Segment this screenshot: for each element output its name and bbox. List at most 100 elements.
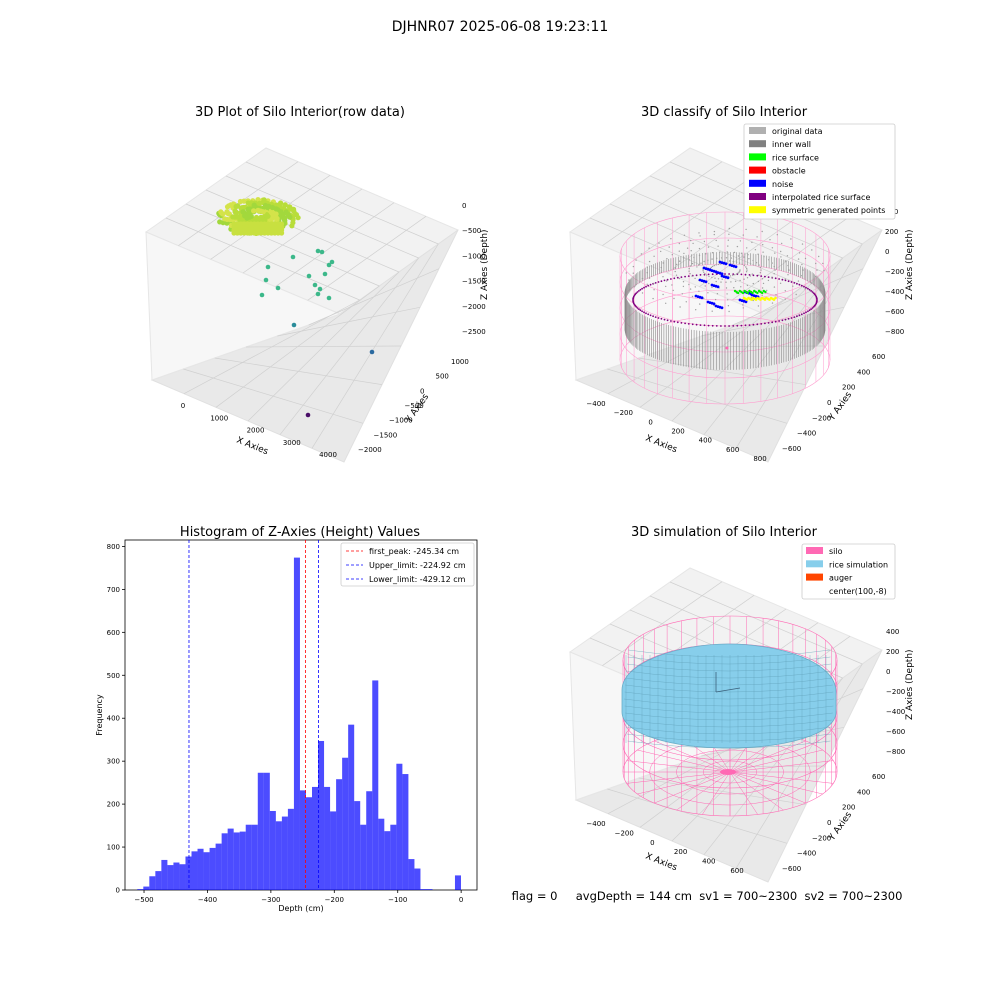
original-point bbox=[743, 264, 745, 267]
raw-point bbox=[265, 213, 271, 219]
original-point bbox=[784, 260, 787, 262]
raw-point bbox=[326, 262, 332, 268]
interpolated-point bbox=[803, 285, 805, 288]
interpolated-point bbox=[760, 323, 763, 325]
legend-swatch bbox=[806, 560, 823, 568]
interpolated-point bbox=[771, 321, 774, 324]
original-point bbox=[646, 283, 648, 285]
original-point bbox=[749, 275, 751, 277]
rice-surface-point bbox=[756, 291, 759, 295]
noise-point bbox=[724, 262, 728, 266]
rice-mesh-line bbox=[625, 719, 833, 728]
interpolated-point bbox=[660, 280, 663, 283]
interpolated-point bbox=[744, 273, 747, 276]
sim-x-tick-label: 0 bbox=[650, 839, 654, 847]
original-point bbox=[760, 269, 762, 271]
raw-point bbox=[251, 208, 257, 214]
original-point bbox=[730, 281, 732, 283]
interpolated-point bbox=[663, 318, 666, 321]
hist-bar bbox=[161, 859, 168, 890]
original-point bbox=[703, 240, 706, 243]
hist-bar bbox=[293, 557, 300, 890]
raw-point bbox=[279, 230, 285, 236]
raw-point bbox=[251, 202, 257, 208]
original-point bbox=[774, 252, 776, 254]
original-point bbox=[771, 247, 774, 249]
classify-y-tick-label: −600 bbox=[782, 445, 801, 453]
classify-x-tick-label: 400 bbox=[699, 437, 712, 445]
original-point bbox=[648, 277, 651, 279]
raw-point bbox=[240, 209, 246, 215]
rice-surface-point bbox=[751, 291, 754, 295]
raw-point bbox=[291, 322, 297, 328]
interpolated-point bbox=[778, 278, 780, 280]
interpolated-point bbox=[790, 317, 793, 319]
original-point bbox=[665, 280, 668, 282]
original-point bbox=[713, 233, 715, 236]
panel-histogram: Histogram of Z-Axies (Height) Values −50… bbox=[95, 525, 478, 913]
original-point bbox=[641, 292, 644, 294]
interpolated-point bbox=[676, 321, 679, 324]
original-point bbox=[802, 269, 804, 271]
original-point bbox=[725, 287, 728, 289]
classify-silo-wireframe bbox=[619, 211, 831, 405]
hist-x-tick-label: 0 bbox=[459, 896, 463, 904]
raw-point bbox=[256, 200, 263, 206]
sim-z-tick-label: −600 bbox=[886, 728, 905, 736]
original-point bbox=[748, 258, 750, 260]
hist-bar bbox=[312, 786, 319, 890]
raw-point bbox=[263, 277, 269, 283]
original-point bbox=[804, 257, 807, 260]
original-point bbox=[762, 282, 765, 285]
hist-bar bbox=[396, 763, 403, 890]
original-point bbox=[662, 262, 664, 264]
interpolated-point bbox=[787, 317, 790, 320]
hist-legend-label: Lower_limit: -429.12 cm bbox=[369, 575, 466, 584]
original-point bbox=[734, 274, 736, 276]
raw-point bbox=[306, 273, 312, 279]
original-point bbox=[737, 255, 740, 257]
original-point bbox=[738, 271, 740, 273]
original-point bbox=[711, 265, 714, 268]
interpolated-point bbox=[748, 274, 751, 276]
hist-bar bbox=[348, 724, 355, 890]
raw-x-tick-label: 4000 bbox=[319, 451, 337, 459]
raw-point bbox=[235, 203, 241, 209]
original-point bbox=[700, 262, 702, 264]
interpolated-point bbox=[724, 273, 726, 275]
hist-bar bbox=[233, 832, 240, 890]
original-point bbox=[715, 239, 717, 242]
noise-point bbox=[712, 302, 716, 306]
interpolated-point bbox=[720, 325, 722, 327]
original-point bbox=[745, 271, 748, 273]
interpolated-point bbox=[796, 282, 798, 285]
original-point bbox=[690, 250, 692, 252]
original-point bbox=[688, 259, 691, 261]
interpolated-point bbox=[752, 274, 755, 277]
sim-z-tick-label: −200 bbox=[886, 688, 905, 696]
original-point bbox=[714, 277, 716, 279]
hist-bar bbox=[149, 876, 156, 890]
original-point bbox=[730, 257, 733, 259]
interpolated-point bbox=[649, 283, 652, 286]
interpolated-point bbox=[703, 324, 706, 327]
hist-x-tick-label: −200 bbox=[325, 896, 344, 904]
original-point bbox=[725, 281, 727, 283]
original-point bbox=[662, 276, 664, 278]
interpolated-point bbox=[810, 308, 812, 310]
interpolated-point bbox=[805, 286, 807, 289]
original-point bbox=[790, 238, 792, 240]
original-point bbox=[797, 258, 800, 260]
interpolated-point bbox=[695, 323, 698, 326]
legend-swatch bbox=[749, 153, 766, 161]
original-point bbox=[742, 234, 744, 236]
hist-bars bbox=[137, 557, 461, 890]
original-point bbox=[787, 274, 789, 276]
original-point bbox=[704, 273, 706, 275]
rice-mesh-line bbox=[626, 726, 832, 735]
original-point bbox=[767, 279, 770, 282]
interpolated-point bbox=[756, 323, 759, 326]
hist-bar bbox=[215, 843, 222, 890]
original-point bbox=[660, 266, 662, 269]
interpolated-point bbox=[744, 324, 747, 327]
